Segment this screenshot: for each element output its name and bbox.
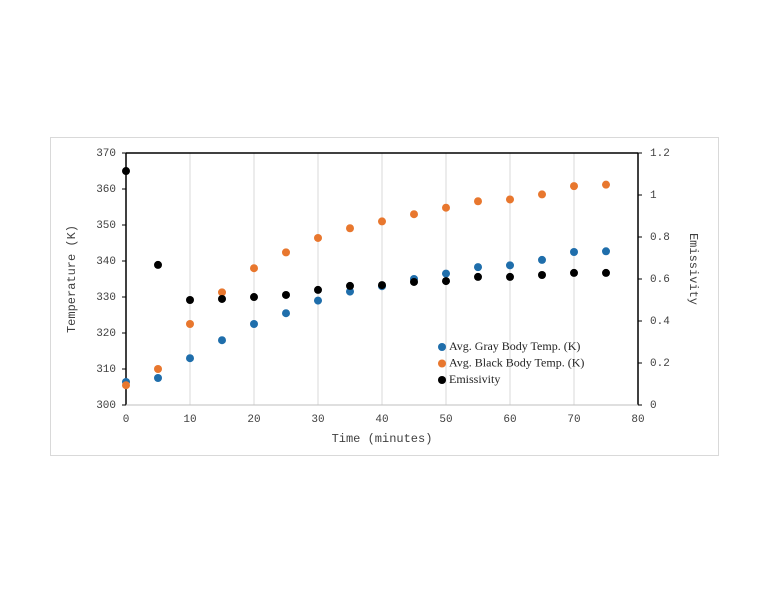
point [250, 293, 258, 302]
point [282, 309, 290, 318]
point [314, 233, 322, 242]
point [346, 281, 354, 290]
point [474, 263, 482, 272]
y-tick-label: 350 [96, 220, 116, 232]
y2-tick-label: 0.4 [650, 316, 670, 328]
point [250, 320, 258, 328]
x-tick-label: 10 [183, 414, 196, 426]
point [442, 203, 450, 212]
y-tick-label: 320 [96, 328, 116, 340]
point [410, 210, 418, 219]
point [570, 268, 578, 277]
point [474, 272, 482, 281]
point [602, 180, 610, 189]
y-axis-title: Temperature (K) [65, 225, 79, 333]
point [570, 182, 578, 191]
y2-tick-label: 0 [650, 400, 657, 412]
point [602, 268, 610, 277]
point [474, 197, 482, 206]
point [378, 217, 386, 226]
legend-marker [438, 359, 446, 368]
legend-label: Avg. Gray Body Temp. (K) [449, 339, 580, 353]
point [538, 271, 546, 280]
point [186, 320, 194, 328]
point [538, 255, 546, 264]
legend-label: Avg. Black Body Temp. (K) [449, 355, 584, 369]
x-tick-label: 0 [123, 414, 130, 426]
y-tick-label: 370 [96, 148, 116, 160]
x-axis-title: Time (minutes) [332, 432, 433, 446]
point [154, 260, 162, 269]
x-tick-label: 50 [439, 414, 452, 426]
y2-tick-label: 0.8 [650, 232, 670, 244]
y-tick-label: 310 [96, 364, 116, 376]
point [346, 224, 354, 233]
point [154, 365, 162, 373]
legend-marker [438, 376, 446, 384]
point [122, 167, 130, 176]
point [218, 294, 226, 303]
point [218, 336, 226, 345]
point [570, 248, 578, 256]
x-tick-label: 40 [375, 414, 388, 426]
point [282, 290, 290, 299]
y-tick-label: 340 [96, 256, 116, 268]
x-tick-label: 20 [247, 414, 260, 426]
x-tick-label: 30 [311, 414, 324, 426]
x-tick-label: 70 [567, 414, 580, 426]
point [506, 272, 514, 281]
point [506, 261, 514, 270]
point [346, 287, 354, 296]
point [442, 277, 450, 286]
x-tick-label: 60 [503, 414, 516, 426]
point [186, 354, 194, 363]
y2-tick-label: 0.6 [650, 274, 670, 286]
point [442, 269, 450, 278]
point [314, 285, 322, 294]
point [250, 264, 258, 273]
y-tick-label: 330 [96, 292, 116, 304]
point [314, 296, 322, 305]
y-tick-label: 360 [96, 184, 116, 196]
point [218, 288, 226, 297]
y2-tick-label: 0.2 [650, 358, 670, 370]
point [186, 296, 194, 304]
y2-axis-title: Emissivity [686, 233, 700, 305]
point [378, 281, 386, 290]
point [122, 381, 130, 390]
y2-tick-label: 1.2 [650, 148, 670, 160]
x-tick-label: 80 [631, 414, 644, 426]
point [282, 248, 290, 257]
point [154, 374, 162, 382]
chart-frame [50, 137, 719, 456]
legend-label: Emissivity [449, 372, 500, 386]
point [506, 195, 514, 204]
point [538, 190, 546, 199]
y-tick-label: 300 [96, 400, 116, 412]
legend-marker [438, 343, 446, 351]
point [410, 277, 418, 286]
y2-tick-label: 1 [650, 190, 657, 202]
point [602, 247, 610, 256]
